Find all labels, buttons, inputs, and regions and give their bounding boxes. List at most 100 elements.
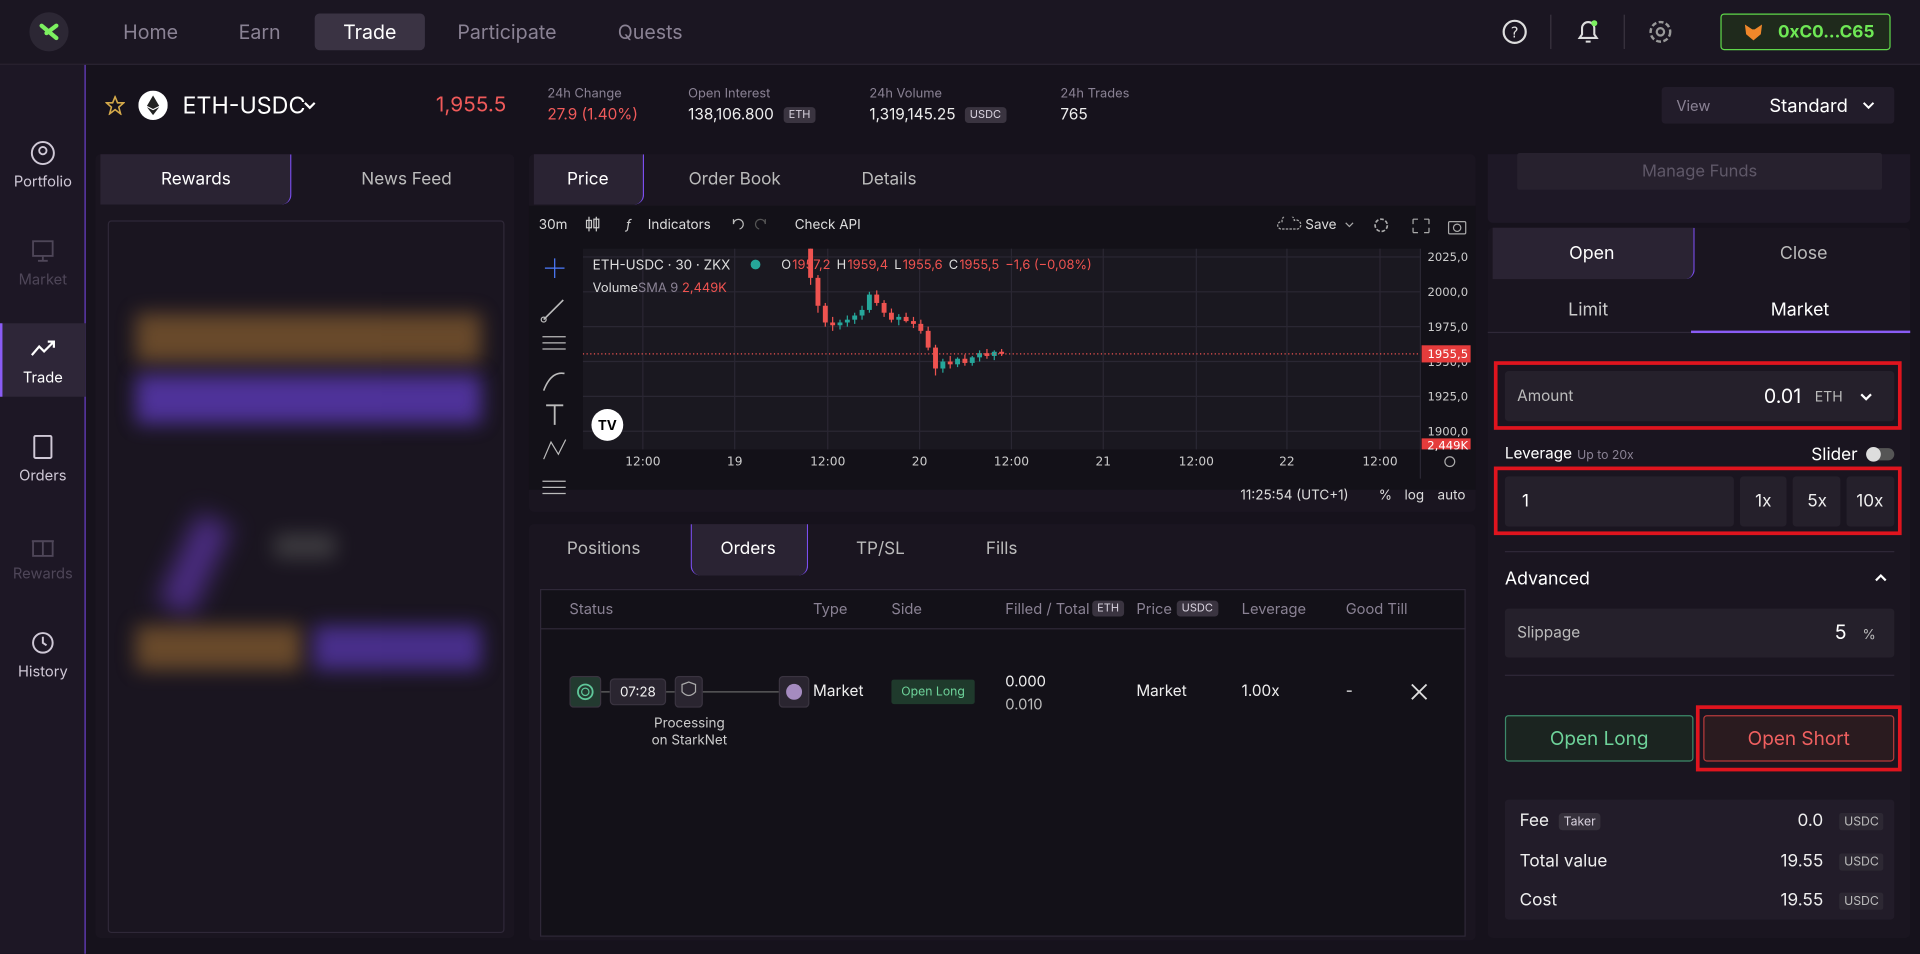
nav-item[interactable]: Trade	[343, 19, 397, 45]
advanced-toggle[interactable]: Advanced	[1504, 568, 1590, 590]
leverage-hint: Up to 20x	[1577, 448, 1634, 463]
view-value: Standard	[1769, 93, 1848, 117]
divider	[1504, 551, 1895, 553]
candle-body	[918, 323, 924, 331]
last-price-tag	[1421, 345, 1471, 363]
manage-funds-button[interactable]	[1517, 153, 1883, 190]
notification-icon[interactable]	[1575, 17, 1602, 46]
type-tab[interactable]: Limit	[1568, 299, 1609, 321]
amount-input[interactable]	[1504, 371, 1895, 422]
slider-toggle[interactable]	[1866, 446, 1895, 462]
tab[interactable]: Order Book	[688, 168, 781, 190]
sidebar-item[interactable]: History	[17, 661, 68, 681]
svg-text:?: ?	[1511, 24, 1519, 41]
unit-dropdown[interactable]	[1859, 389, 1874, 404]
slippage-input[interactable]	[1504, 608, 1895, 658]
scale-option[interactable]: auto	[1437, 486, 1466, 504]
open-long-button[interactable]	[1504, 715, 1694, 762]
mode-tab[interactable]: Close	[1779, 243, 1828, 264]
orders-table	[540, 588, 1466, 937]
order-side: Open Long	[891, 679, 975, 705]
fee-value: 19.55	[1780, 889, 1824, 911]
tab[interactable]: Details	[861, 168, 917, 190]
sidebar-icon	[32, 240, 54, 262]
tv-logo: TV	[591, 408, 624, 441]
fee-unit: USDC	[1839, 813, 1884, 831]
order-filled: 0.000	[1005, 671, 1046, 691]
preset-button[interactable]	[1846, 476, 1895, 527]
tab[interactable]: Rewards	[160, 168, 231, 190]
tab[interactable]: Fills	[985, 538, 1018, 559]
check-api[interactable]: Check API	[794, 215, 861, 233]
tab[interactable]: Orders	[720, 538, 776, 559]
undo-redo[interactable]	[730, 217, 769, 232]
volume-sma: SMA 9	[637, 279, 679, 296]
highlight	[1695, 705, 1902, 772]
sidebar-item[interactable]: Orders	[19, 465, 67, 485]
fee-unit: USDC	[1839, 853, 1884, 871]
candle-body	[874, 294, 880, 303]
candle-body	[969, 357, 975, 363]
help-icon[interactable]: ?	[1501, 18, 1528, 45]
open-short-button[interactable]	[1703, 715, 1895, 762]
tab[interactable]: News Feed	[361, 168, 452, 190]
slippage-value: 5	[1834, 619, 1847, 645]
sidebar	[0, 64, 86, 954]
indicators[interactable]: Indicators	[647, 215, 711, 233]
save[interactable]: Save	[1305, 215, 1337, 233]
order-status: Processing	[653, 713, 725, 732]
sidebar-item[interactable]: Rewards	[12, 563, 73, 583]
candle-body	[808, 248, 814, 278]
cancel-order[interactable]	[1411, 683, 1428, 700]
preset-button[interactable]	[1740, 476, 1787, 527]
toolbar-icons[interactable]	[1343, 218, 1478, 235]
candle-body	[947, 361, 953, 365]
type-tab[interactable]: Market	[1770, 299, 1830, 321]
stat-label: Open Interest	[688, 85, 771, 102]
price-chart: 12:00 19 12:00 20 12:00 21 12:00 22 12:00 2025,0 2…	[582, 248, 1471, 479]
sidebar-item[interactable]: Portfolio	[13, 172, 72, 191]
tab[interactable]: Positions	[566, 538, 641, 559]
tab[interactable]: TP/SL	[855, 538, 905, 559]
candle-body	[859, 309, 865, 316]
sidebar-item[interactable]: Market	[18, 270, 68, 289]
order-time: 07:28	[620, 683, 656, 701]
leverage-input[interactable]	[1504, 476, 1734, 527]
fee-unit: USDC	[1839, 892, 1884, 910]
pair-dropdown[interactable]	[302, 98, 317, 113]
preset-label: 10x	[1856, 490, 1884, 512]
live-dot	[750, 259, 761, 270]
x-tick-label: 12:00	[994, 454, 1029, 468]
candle-body	[984, 353, 990, 356]
candle-body	[911, 321, 916, 324]
nav-item[interactable]: Participate	[457, 19, 557, 45]
preset-button[interactable]	[1792, 476, 1841, 527]
tab[interactable]: Price	[566, 168, 609, 190]
advanced-caret[interactable]	[1873, 571, 1888, 586]
nav-item[interactable]: Home	[123, 19, 179, 45]
divider	[1504, 674, 1895, 676]
preset-label: 5x	[1807, 490, 1828, 512]
ohlc-value: −1,6 (−0,08%)	[1005, 256, 1092, 273]
logo[interactable]	[29, 12, 69, 52]
settings-icon[interactable]	[1647, 18, 1674, 45]
unit-badge: ETH	[1092, 600, 1124, 617]
interval[interactable]: 30m	[538, 215, 568, 233]
nav-item[interactable]: Quests	[617, 19, 683, 45]
favorite-icon[interactable]	[105, 95, 125, 116]
slippage-label: Slippage	[1517, 623, 1581, 643]
mode-tab[interactable]: Open	[1569, 243, 1615, 264]
sidebar-item[interactable]: Trade	[22, 367, 63, 387]
scale-option[interactable]: log	[1404, 486, 1425, 504]
candle-type-icon[interactable]	[584, 216, 601, 233]
unit-badge: USDC	[1176, 600, 1218, 617]
stat-value: 1,319,145.25	[869, 105, 956, 125]
view-selector[interactable]	[1661, 86, 1895, 124]
slippage-unit: %	[1862, 625, 1876, 643]
fee-value: 19.55	[1780, 850, 1824, 872]
ohlc-legend: O1957,2 H1959,4 L1955,6 C1955,5 −1,6 (−0,08%…	[781, 257, 1098, 273]
nav-item[interactable]: Earn	[238, 19, 281, 45]
drawing-tools[interactable]	[539, 251, 571, 502]
market-pair[interactable]: ETH-USDC	[182, 91, 306, 120]
scale-option[interactable]: %	[1378, 486, 1393, 504]
